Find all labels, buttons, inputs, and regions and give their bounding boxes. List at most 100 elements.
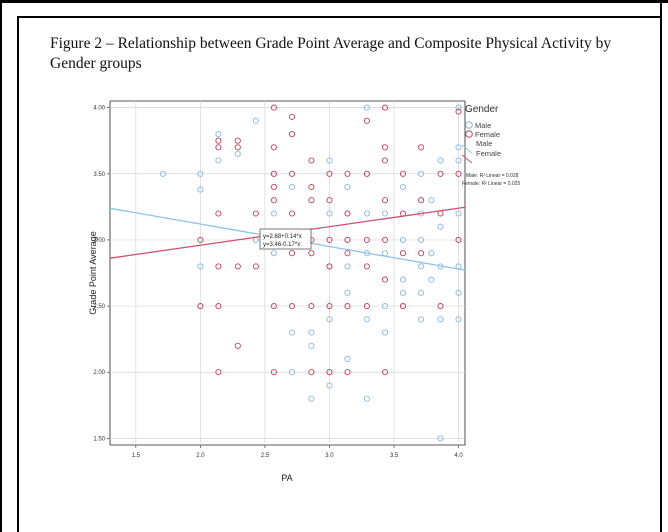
legend-female-fit-label: Female bbox=[476, 149, 501, 158]
frame-top-border bbox=[0, 0, 668, 3]
male-data-point bbox=[418, 236, 425, 243]
male-data-point bbox=[308, 342, 315, 349]
female-data-point bbox=[326, 369, 333, 376]
male-data-point bbox=[437, 223, 444, 230]
male-data-point bbox=[326, 316, 333, 323]
male-data-point bbox=[418, 263, 425, 270]
grid-lines bbox=[110, 101, 465, 445]
legend-female-r2: Female: R² Linear = 0.025 bbox=[462, 181, 520, 187]
male-data-point bbox=[437, 316, 444, 323]
male-data-point bbox=[308, 329, 315, 336]
male-data-point bbox=[455, 316, 462, 323]
female-data-point bbox=[455, 170, 462, 177]
female-data-point bbox=[215, 263, 222, 270]
female-data-point bbox=[381, 369, 389, 376]
female-data-point bbox=[270, 183, 277, 191]
female-data-point bbox=[270, 170, 277, 177]
male-data-point bbox=[455, 210, 462, 217]
x-tick-label: 4.0 bbox=[454, 453, 463, 459]
female-data-point bbox=[381, 197, 389, 204]
male-data-point bbox=[326, 157, 333, 164]
male-data-point bbox=[381, 210, 389, 217]
figure-caption: Figure 2 – Relationship between Grade Po… bbox=[50, 35, 612, 72]
male-data-point bbox=[363, 210, 370, 217]
male-data-point bbox=[197, 170, 204, 177]
data-points bbox=[159, 104, 462, 442]
female-data-point bbox=[381, 276, 389, 283]
male-data-point bbox=[288, 329, 296, 336]
male-data-point bbox=[428, 276, 435, 283]
female-data-point bbox=[288, 113, 296, 120]
female-data-point bbox=[252, 210, 259, 217]
legend-male-fit-label: Male bbox=[476, 139, 492, 148]
female-data-point bbox=[215, 144, 222, 151]
male-data-point bbox=[418, 170, 425, 177]
y-axis-ticks: 1.50 2.00 2.50 3.00 3.50 4.00 bbox=[93, 106, 110, 442]
legend-female-label: Female bbox=[475, 130, 500, 139]
female-data-point bbox=[363, 236, 370, 243]
female-data-point bbox=[381, 104, 389, 111]
female-data-point bbox=[234, 137, 241, 144]
female-data-point bbox=[437, 170, 444, 177]
female-data-point bbox=[288, 303, 296, 310]
female-data-point bbox=[270, 197, 277, 204]
female-data-point bbox=[363, 303, 370, 310]
male-data-point bbox=[418, 316, 425, 323]
male-data-point bbox=[437, 435, 444, 442]
female-data-point bbox=[326, 236, 333, 243]
female-data-point bbox=[381, 144, 389, 151]
y-axis-label: Grade Point Average bbox=[88, 231, 98, 314]
female-data-point bbox=[270, 104, 277, 111]
male-data-point bbox=[399, 183, 407, 191]
female-data-point bbox=[308, 183, 315, 191]
female-data-point bbox=[455, 108, 462, 115]
male-data-point bbox=[270, 250, 277, 257]
male-data-point bbox=[344, 183, 351, 191]
male-data-point bbox=[381, 250, 389, 257]
male-data-point bbox=[363, 316, 370, 323]
male-data-point bbox=[363, 104, 370, 111]
male-data-point bbox=[399, 289, 407, 296]
female-data-point bbox=[418, 197, 425, 204]
panel-left-rule bbox=[17, 16, 19, 532]
male-data-point bbox=[344, 289, 351, 296]
y-tick-label: 4.00 bbox=[93, 106, 105, 112]
female-data-point bbox=[399, 303, 407, 310]
male-data-point bbox=[288, 183, 296, 191]
male-data-point bbox=[197, 186, 204, 193]
x-axis-ticks: 1.5 2.0 2.5 3.0 3.5 4.0 bbox=[132, 445, 463, 459]
female-data-point bbox=[363, 117, 370, 124]
female-data-point bbox=[326, 303, 333, 310]
male-data-point bbox=[455, 157, 462, 164]
x-tick-label: 2.0 bbox=[196, 453, 205, 459]
male-data-point bbox=[381, 329, 389, 336]
female-data-point bbox=[308, 197, 315, 204]
male-data-point bbox=[381, 303, 389, 310]
female-data-point bbox=[270, 369, 277, 376]
fit-equation-male: y=3.46-0.17*x bbox=[263, 242, 300, 248]
male-data-point bbox=[455, 144, 462, 151]
female-data-point bbox=[326, 263, 333, 270]
y-tick-label: 3.50 bbox=[93, 172, 105, 178]
female-data-point bbox=[381, 236, 389, 243]
female-data-point bbox=[437, 210, 444, 217]
male-data-point bbox=[344, 263, 351, 270]
female-data-point bbox=[252, 263, 259, 270]
male-data-point bbox=[159, 170, 166, 177]
female-data-point bbox=[344, 250, 351, 257]
female-data-point bbox=[215, 210, 222, 217]
male-data-point bbox=[428, 197, 435, 204]
frame-left-border bbox=[0, 0, 2, 532]
male-data-point bbox=[326, 210, 333, 217]
x-tick-label: 3.0 bbox=[325, 453, 334, 459]
y-tick-label: 2.50 bbox=[93, 304, 105, 310]
female-data-point bbox=[308, 369, 315, 376]
male-data-point bbox=[308, 395, 315, 402]
female-data-point bbox=[344, 170, 351, 177]
female-data-point bbox=[437, 303, 444, 310]
male-data-point bbox=[288, 369, 296, 376]
male-data-point bbox=[270, 210, 277, 217]
female-data-point bbox=[215, 369, 222, 376]
female-data-point bbox=[308, 250, 315, 257]
male-data-point bbox=[326, 382, 333, 389]
